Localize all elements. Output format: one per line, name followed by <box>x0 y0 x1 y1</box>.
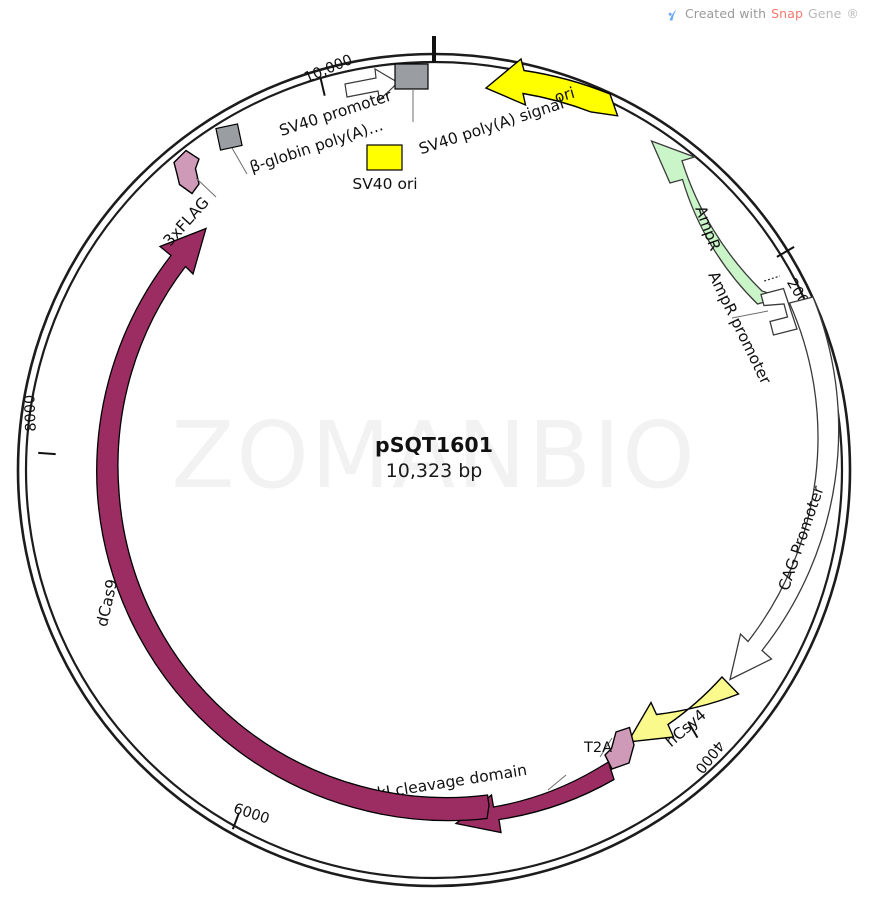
feature-ampr-break <box>764 275 781 282</box>
feature-sv40-polya-signal-label: SV40 poly(A) signal <box>417 94 567 158</box>
feature-ampr-promoter-leader <box>731 310 769 319</box>
feature-ori-label: ori <box>552 84 576 107</box>
feature-t2a-leader <box>599 737 613 758</box>
tick-6000: 6000 <box>231 801 271 830</box>
plasmid-size: 10,323 bp <box>386 460 483 482</box>
credit-registered-mark: ® <box>846 6 859 21</box>
feature-foki-leader <box>547 774 567 791</box>
feature-3xflag-leader <box>195 177 217 198</box>
feature-beta-globin-polya-leader <box>231 147 248 175</box>
tick-label-8000: 8000 <box>22 394 39 431</box>
feature-beta-globin-polya-box[interactable] <box>215 123 243 151</box>
feature-cag-promoter-arrow[interactable] <box>729 296 840 681</box>
feature-ori[interactable]: ori <box>484 57 619 117</box>
snapgene-credit: Created with Snap Gene ® <box>667 6 859 21</box>
credit-text-prefix: Created with <box>684 6 767 21</box>
feature-ampr-promoter-label: AmpR promoter <box>704 269 774 388</box>
snapgene-logo-icon <box>667 8 680 22</box>
feature-foki-arrow[interactable] <box>454 761 615 834</box>
feature-hcsy4[interactable]: hCsy4 <box>626 675 740 751</box>
credit-brand-gene: Gene <box>808 6 842 21</box>
feature-3xflag[interactable]: 3xFLAG <box>160 149 217 250</box>
tick-label-10000: 10,000 <box>302 52 355 86</box>
watermark-text: ZOMANBIO <box>171 402 696 509</box>
feature-t2a-label: T2A <box>583 740 612 756</box>
feature-ampr-promoter-arrow[interactable] <box>760 287 798 336</box>
feature-sv40-polya-signal-box[interactable] <box>394 63 429 90</box>
credit-brand-snap: Snap <box>771 6 803 21</box>
feature-dcas9-break <box>56 504 80 509</box>
feature-sv40-ori-label: SV40 ori <box>352 175 417 193</box>
feature-sv40-ori[interactable]: SV40 ori <box>352 144 418 193</box>
plasmid-name: pSQT1601 <box>375 433 493 457</box>
feature-sv40-promoter-arrow[interactable] <box>344 67 399 102</box>
feature-ampr-arrow[interactable] <box>650 139 784 305</box>
tick-8000: 8000 <box>22 394 56 456</box>
feature-3xflag-arrow[interactable] <box>173 149 200 195</box>
feature-sv40-ori-box[interactable] <box>366 144 403 171</box>
feature-ampr-label: AmpR <box>691 203 724 253</box>
tick-label-6000: 6000 <box>231 801 271 828</box>
feature-t2a-arrow[interactable] <box>604 726 635 770</box>
feature-dcas9-arrow[interactable] <box>96 227 490 822</box>
feature-t2a[interactable]: T2A <box>583 726 635 770</box>
feature-ori-arrow[interactable] <box>484 57 619 117</box>
feature-dcas9-label: dCas9 <box>93 577 121 628</box>
